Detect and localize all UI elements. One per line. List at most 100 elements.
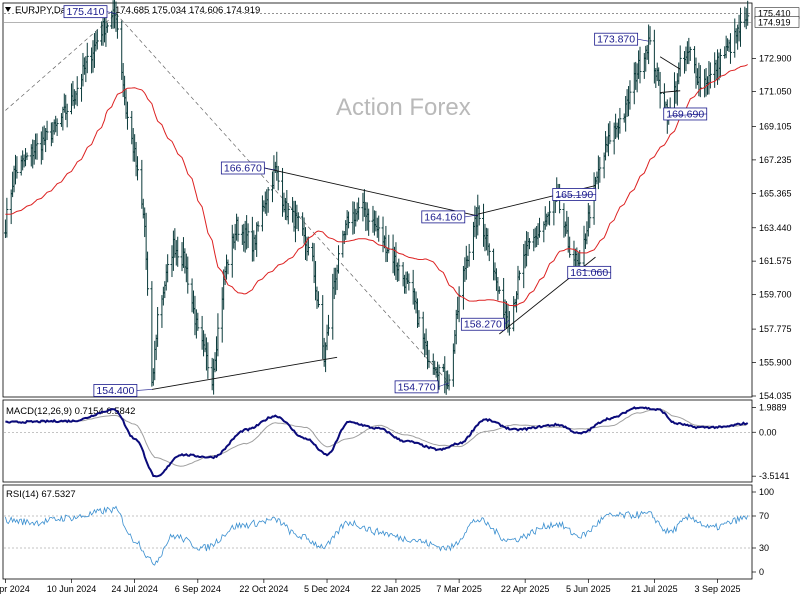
ohlc-bar bbox=[296, 212, 300, 232]
ohlc-bar bbox=[457, 286, 461, 323]
ohlc-bar bbox=[286, 203, 290, 225]
price-panel-frame bbox=[2, 2, 753, 398]
price-grid bbox=[4, 13, 752, 23]
date-tick-label: 21 Jul 2025 bbox=[631, 584, 678, 594]
ohlc-bar bbox=[618, 107, 622, 134]
ohlc-bar bbox=[347, 211, 351, 229]
ohlc-bar bbox=[166, 254, 170, 283]
ohlc-bar bbox=[196, 312, 200, 331]
watermark: Action Forex bbox=[336, 94, 471, 121]
price-axis: 154.035 155.900 157.775 159.700 161.575 163.4… bbox=[752, 7, 800, 401]
price-tick-label: 159.700 bbox=[759, 290, 792, 300]
date-tick-label: 22 Apr 2025 bbox=[501, 584, 550, 594]
ohlc-bar bbox=[628, 80, 632, 110]
date-axis: 25 Apr 2024 10 Jun 2024 24 Jul 2024 6 Sep 2… bbox=[0, 579, 741, 594]
annotation-label: 173.870 bbox=[594, 32, 649, 46]
ohlc-bar bbox=[105, 22, 109, 33]
date-tick-label: 10 Jun 2024 bbox=[47, 584, 97, 594]
ohlc-bar bbox=[276, 165, 280, 191]
svg-text:173.870: 173.870 bbox=[597, 34, 635, 46]
rsi-tick-label: 30 bbox=[759, 543, 769, 553]
rsi-tick-label: 100 bbox=[759, 487, 774, 497]
rsi-tick-label: 0 bbox=[759, 567, 764, 577]
ohlc-bar bbox=[226, 259, 230, 275]
ohlc-bar bbox=[548, 200, 552, 226]
symbol-title: EURJPY,Daily bbox=[15, 5, 75, 16]
price-tick-label: 154.035 bbox=[759, 391, 792, 401]
ohlc-bar bbox=[568, 236, 572, 258]
ohlc-bar bbox=[176, 236, 180, 267]
price-tick-label: 161.575 bbox=[759, 256, 792, 266]
macd-tick-label: 0.00 bbox=[759, 427, 777, 437]
ohlc-bar bbox=[447, 374, 451, 391]
ohlc-bar bbox=[125, 101, 129, 130]
date-tick-label: 7 Mar 2025 bbox=[436, 584, 482, 594]
price-tick-label: 157.775 bbox=[759, 324, 792, 334]
ohlc-bar bbox=[377, 215, 381, 242]
ohlc-bar bbox=[146, 251, 150, 296]
rsi-line bbox=[5, 505, 749, 566]
svg-text:165.190: 165.190 bbox=[555, 189, 593, 201]
ohlc-bar bbox=[326, 314, 330, 336]
date-tick-label: 5 Dec 2024 bbox=[304, 584, 350, 594]
ohlc-bar bbox=[598, 157, 602, 183]
resistance-trendline bbox=[255, 165, 478, 217]
macd-tick-label: 1.9889 bbox=[759, 402, 787, 412]
date-tick-label: 6 Sep 2024 bbox=[175, 584, 221, 594]
ohlc-bar bbox=[417, 310, 421, 328]
ohlc-bar bbox=[316, 291, 320, 308]
annotation-label: 154.400 bbox=[93, 384, 152, 397]
price-tick-label: 155.900 bbox=[759, 358, 792, 368]
ohlc-bar bbox=[538, 217, 542, 238]
svg-text:164.160: 164.160 bbox=[424, 211, 462, 223]
date-tick-label: 22 Oct 2024 bbox=[239, 584, 288, 594]
ohlc-bar bbox=[186, 256, 190, 294]
ohlc-bar bbox=[236, 216, 240, 242]
ohlc-bar bbox=[708, 62, 712, 89]
collapse-triangle-icon bbox=[5, 7, 11, 12]
ohlc-bar bbox=[246, 223, 250, 249]
ohlc-bar bbox=[487, 243, 491, 262]
moving-average bbox=[5, 64, 748, 307]
ohlc-bar bbox=[397, 258, 401, 282]
ohlc-bar bbox=[739, 7, 743, 47]
annotation-label: 161.060 bbox=[567, 265, 612, 279]
ohlc-bar bbox=[608, 121, 612, 145]
ohlc-bar bbox=[357, 197, 361, 220]
ohlc-bar bbox=[367, 208, 371, 236]
svg-text:175.410: 175.410 bbox=[758, 9, 791, 19]
ohlc-bar bbox=[427, 349, 431, 368]
ohlc-bar bbox=[588, 205, 592, 229]
svg-text:158.270: 158.270 bbox=[464, 319, 502, 331]
ohlc-bar bbox=[517, 270, 521, 281]
ma-line bbox=[5, 64, 748, 307]
svg-text:161.060: 161.060 bbox=[570, 267, 608, 279]
ohlc-bar bbox=[407, 273, 411, 291]
ohlc-bar bbox=[206, 342, 210, 379]
ohlc-bar bbox=[306, 236, 310, 256]
support-trendline bbox=[151, 356, 338, 390]
ohlc-bar bbox=[477, 205, 481, 226]
rsi-title: RSI(14) 67.5327 bbox=[6, 489, 76, 500]
ohlc-bar bbox=[337, 245, 341, 274]
ohlc-bar bbox=[156, 306, 160, 347]
svg-text:175.410: 175.410 bbox=[67, 6, 105, 18]
ohlc-bar bbox=[437, 364, 441, 390]
rsi-indicator: 100 70 30 0 bbox=[4, 487, 774, 577]
ohlc-bar bbox=[85, 42, 89, 74]
date-tick-label: 3 Sep 2025 bbox=[695, 584, 741, 594]
ohlc-bar bbox=[25, 152, 29, 161]
annotation-label: 175.410 bbox=[63, 5, 117, 18]
annotation-label: 169.690 bbox=[663, 107, 708, 120]
ohlc-bar bbox=[45, 120, 49, 141]
macd-signal-line bbox=[5, 408, 747, 467]
ohlc-bar bbox=[55, 118, 59, 136]
ohlc-bar bbox=[467, 243, 471, 267]
date-tick-label: 5 Jun 2025 bbox=[566, 584, 611, 594]
ohlc-bar bbox=[658, 71, 662, 109]
ohlc-bar bbox=[718, 48, 722, 78]
ohlc-bar bbox=[527, 238, 531, 250]
date-tick-label: 22 Jan 2025 bbox=[371, 584, 421, 594]
ohlc-bar bbox=[507, 311, 511, 336]
